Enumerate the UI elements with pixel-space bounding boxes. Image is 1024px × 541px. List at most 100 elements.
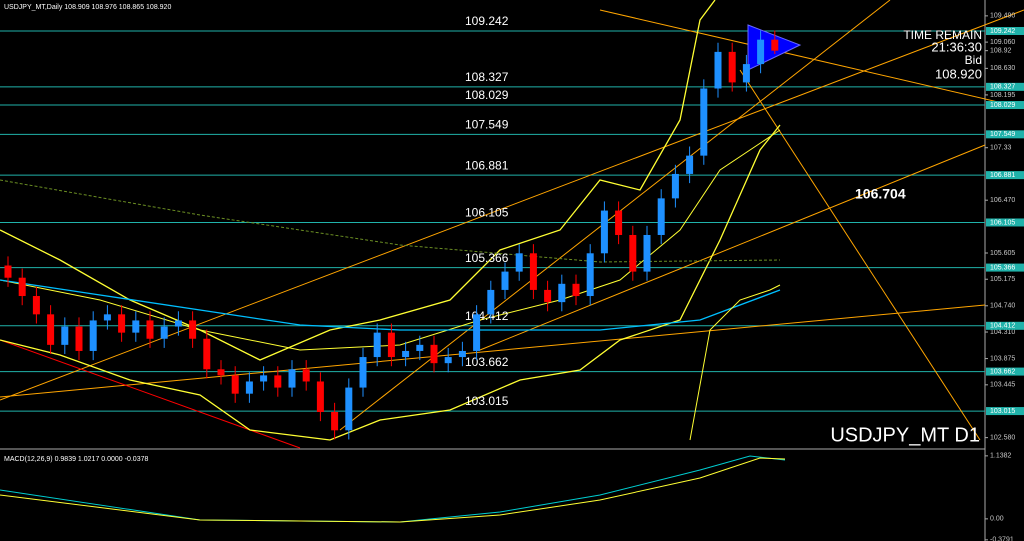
macd-label: MACD(12,26,9) 0.9839 1.0217 0.0000 -0.03… (4, 456, 148, 463)
candle-body (600, 210, 608, 254)
candle-body (32, 296, 40, 315)
candle-body (103, 314, 111, 321)
macd-y-tick-label: -0.3791 (990, 537, 1014, 541)
candle-body (728, 51, 736, 83)
level-label: 103.662 (465, 355, 509, 369)
level-label: 104.412 (465, 309, 509, 323)
level-axis-label: 107.549 (990, 131, 1015, 138)
trend-line (479, 144, 986, 351)
candle-body (373, 332, 381, 358)
level-label: 108.327 (465, 70, 509, 84)
level-axis-label: 108.327 (990, 84, 1015, 91)
candle-body (529, 253, 537, 290)
trend-line (0, 9, 1024, 401)
level-axis-label: 108.029 (990, 102, 1015, 109)
level-axis-label: 104.412 (990, 323, 1015, 330)
candle-body (615, 210, 623, 235)
y-tick-label: 105.605 (990, 250, 1015, 257)
candle-body (316, 381, 324, 412)
candle-body (217, 369, 225, 376)
level-box (986, 263, 1024, 272)
candle-body (458, 350, 466, 358)
watermark: USDJPY_MT D1 (830, 424, 980, 446)
candle-body (89, 320, 97, 351)
moving-average (0, 179, 781, 263)
candle-body (174, 320, 182, 327)
candle-body (629, 234, 637, 272)
candle-body (345, 387, 353, 431)
candle-body (359, 357, 367, 388)
candle-body (643, 234, 651, 272)
level-axis-label: 109.242 (990, 28, 1015, 35)
y-tick-label: 102.580 (990, 434, 1015, 441)
level-label: 103.015 (465, 394, 509, 408)
level-label: 109.242 (465, 14, 509, 28)
trend-line (739, 69, 981, 441)
moving-average (0, 279, 781, 331)
y-tick-label: 109.060 (990, 39, 1015, 46)
chart-title: USDJPY_MT,Daily 108.909 108.976 108.865 … (4, 4, 171, 11)
level-label: 105.366 (465, 251, 509, 265)
y-tick-label: 108.195 (990, 92, 1015, 99)
candle-body (586, 253, 594, 297)
candle-body (274, 375, 282, 388)
level-axis-label: 105.366 (990, 264, 1015, 271)
candle-body (387, 332, 395, 358)
macd-signal (0, 457, 786, 523)
candle-body (189, 320, 197, 339)
trend-line (599, 9, 1024, 109)
y-tick-label: 103.875 (990, 355, 1015, 362)
y-tick-label: 103.445 (990, 382, 1015, 389)
level-label: 108.029 (465, 88, 509, 102)
level-box (986, 82, 1024, 91)
candle-body (18, 277, 26, 297)
time-remaining: 21:36:30 (931, 39, 982, 54)
envelope (689, 284, 781, 441)
candle-body (61, 326, 69, 345)
candle-body (742, 64, 750, 83)
candle-body (231, 375, 239, 394)
candle-body (558, 283, 566, 303)
candle-body (487, 289, 495, 315)
candle-body (302, 369, 310, 382)
candle-body (160, 326, 168, 339)
candle-body (657, 198, 665, 235)
level-box (986, 367, 1024, 376)
level-axis-label: 103.015 (990, 408, 1015, 415)
candle-body (146, 320, 154, 339)
candle-body (288, 369, 296, 388)
candle-body (700, 88, 708, 156)
time-label: TIME REMAIN (903, 28, 982, 42)
candle-body (686, 155, 694, 174)
candle-body (331, 411, 339, 431)
macd-y-tick-label: 1.1382 (990, 453, 1012, 460)
level-axis-label: 106.105 (990, 219, 1015, 226)
candle-body (771, 39, 779, 51)
macd-y-tick-label: 0.00 (990, 516, 1004, 523)
candle-body (714, 51, 722, 89)
level-label: 106.881 (465, 158, 509, 172)
y-tick-label: 108.630 (990, 65, 1015, 72)
bollinger-upper (0, 0, 716, 361)
annotation: 106.704 (855, 186, 906, 202)
level-box (986, 407, 1024, 416)
candle-body (671, 173, 679, 199)
level-box (986, 218, 1024, 227)
candle-body (430, 344, 438, 364)
y-tick-label: 104.310 (990, 329, 1015, 336)
candle-body (75, 326, 83, 351)
candle-body (203, 338, 211, 370)
y-tick-label: 109.490 (990, 13, 1015, 20)
candle-body (402, 350, 410, 358)
candle-body (572, 283, 580, 297)
level-axis-label: 103.662 (990, 368, 1015, 375)
level-label: 107.549 (465, 118, 509, 132)
bid-label: Bid (965, 53, 982, 67)
candle-body (515, 253, 523, 272)
candle-body (473, 314, 481, 351)
candle-body (416, 344, 424, 351)
level-box (986, 171, 1024, 180)
level-box (986, 101, 1024, 110)
candle-body (118, 314, 126, 333)
